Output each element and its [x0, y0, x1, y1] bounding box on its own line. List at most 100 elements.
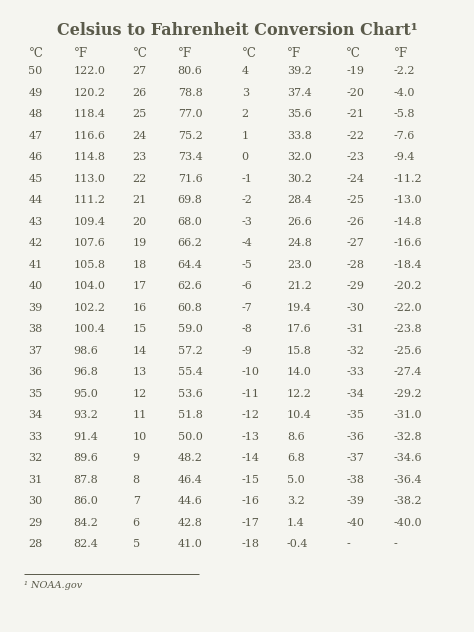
Text: -4: -4	[242, 238, 253, 248]
Text: -0.4: -0.4	[287, 539, 308, 549]
Text: 3: 3	[242, 88, 249, 98]
Text: 5: 5	[133, 539, 140, 549]
Text: 33: 33	[28, 432, 43, 442]
Text: 87.8: 87.8	[73, 475, 98, 485]
Text: °F: °F	[393, 47, 408, 61]
Text: 89.6: 89.6	[73, 453, 98, 463]
Text: -27: -27	[346, 238, 364, 248]
Text: 91.4: 91.4	[73, 432, 98, 442]
Text: -7.6: -7.6	[393, 131, 415, 141]
Text: -10: -10	[242, 367, 260, 377]
Text: -36: -36	[346, 432, 364, 442]
Text: -14.8: -14.8	[393, 217, 422, 227]
Text: -9.4: -9.4	[393, 152, 415, 162]
Text: -18: -18	[242, 539, 260, 549]
Text: 34: 34	[28, 410, 43, 420]
Text: 15: 15	[133, 324, 147, 334]
Text: 107.6: 107.6	[73, 238, 105, 248]
Text: °C: °C	[28, 47, 43, 61]
Text: -20.2: -20.2	[393, 281, 422, 291]
Text: °F: °F	[73, 47, 88, 61]
Text: °F: °F	[178, 47, 192, 61]
Text: °C: °C	[346, 47, 361, 61]
Text: -18.4: -18.4	[393, 260, 422, 270]
Text: 10: 10	[133, 432, 147, 442]
Text: 15.8: 15.8	[287, 346, 311, 356]
Text: 18: 18	[133, 260, 147, 270]
Text: 100.4: 100.4	[73, 324, 106, 334]
Text: 28: 28	[28, 539, 43, 549]
Text: -: -	[346, 539, 350, 549]
Text: -17: -17	[242, 518, 260, 528]
Text: -15: -15	[242, 475, 260, 485]
Text: 30: 30	[28, 496, 43, 506]
Text: 14: 14	[133, 346, 147, 356]
Text: 24: 24	[133, 131, 147, 141]
Text: -4.0: -4.0	[393, 88, 415, 98]
Text: 3.2: 3.2	[287, 496, 304, 506]
Text: -1: -1	[242, 174, 253, 184]
Text: -31: -31	[346, 324, 364, 334]
Text: -25.6: -25.6	[393, 346, 422, 356]
Text: °C: °C	[242, 47, 256, 61]
Text: 12: 12	[133, 389, 147, 399]
Text: -38.2: -38.2	[393, 496, 422, 506]
Text: -2: -2	[242, 195, 253, 205]
Text: -7: -7	[242, 303, 253, 313]
Text: -32: -32	[346, 346, 364, 356]
Text: 111.2: 111.2	[73, 195, 106, 205]
Text: -12: -12	[242, 410, 260, 420]
Text: 47: 47	[28, 131, 43, 141]
Text: -29: -29	[346, 281, 364, 291]
Text: 6.8: 6.8	[287, 453, 304, 463]
Text: 62.6: 62.6	[178, 281, 202, 291]
Text: 39: 39	[28, 303, 43, 313]
Text: -22: -22	[346, 131, 364, 141]
Text: 66.2: 66.2	[178, 238, 202, 248]
Text: 114.8: 114.8	[73, 152, 106, 162]
Text: -16.6: -16.6	[393, 238, 422, 248]
Text: 27: 27	[133, 66, 147, 76]
Text: -27.4: -27.4	[393, 367, 422, 377]
Text: -11: -11	[242, 389, 260, 399]
Text: 24.8: 24.8	[287, 238, 311, 248]
Text: -16: -16	[242, 496, 260, 506]
Text: 32.0: 32.0	[287, 152, 311, 162]
Text: 82.4: 82.4	[73, 539, 98, 549]
Text: -2.2: -2.2	[393, 66, 415, 76]
Text: -23.8: -23.8	[393, 324, 422, 334]
Text: -13: -13	[242, 432, 260, 442]
Text: 96.8: 96.8	[73, 367, 98, 377]
Text: 69.8: 69.8	[178, 195, 202, 205]
Text: 50: 50	[28, 66, 43, 76]
Text: 48: 48	[28, 109, 43, 119]
Text: 46: 46	[28, 152, 43, 162]
Text: -6: -6	[242, 281, 253, 291]
Text: 37.4: 37.4	[287, 88, 311, 98]
Text: 17: 17	[133, 281, 147, 291]
Text: -24: -24	[346, 174, 364, 184]
Text: 102.2: 102.2	[73, 303, 106, 313]
Text: 43: 43	[28, 217, 43, 227]
Text: 35: 35	[28, 389, 43, 399]
Text: 20: 20	[133, 217, 147, 227]
Text: -14: -14	[242, 453, 260, 463]
Text: -30: -30	[346, 303, 364, 313]
Text: 28.4: 28.4	[287, 195, 311, 205]
Text: 11: 11	[133, 410, 147, 420]
Text: 45: 45	[28, 174, 43, 184]
Text: -34: -34	[346, 389, 364, 399]
Text: -39: -39	[346, 496, 364, 506]
Text: 17.6: 17.6	[287, 324, 311, 334]
Text: -26: -26	[346, 217, 364, 227]
Text: 36: 36	[28, 367, 43, 377]
Text: ¹ NOAA.gov: ¹ NOAA.gov	[24, 581, 82, 590]
Text: 30.2: 30.2	[287, 174, 311, 184]
Text: 118.4: 118.4	[73, 109, 106, 119]
Text: 9: 9	[133, 453, 140, 463]
Text: 57.2: 57.2	[178, 346, 202, 356]
Text: 73.4: 73.4	[178, 152, 202, 162]
Text: -20: -20	[346, 88, 364, 98]
Text: -25: -25	[346, 195, 364, 205]
Text: 16: 16	[133, 303, 147, 313]
